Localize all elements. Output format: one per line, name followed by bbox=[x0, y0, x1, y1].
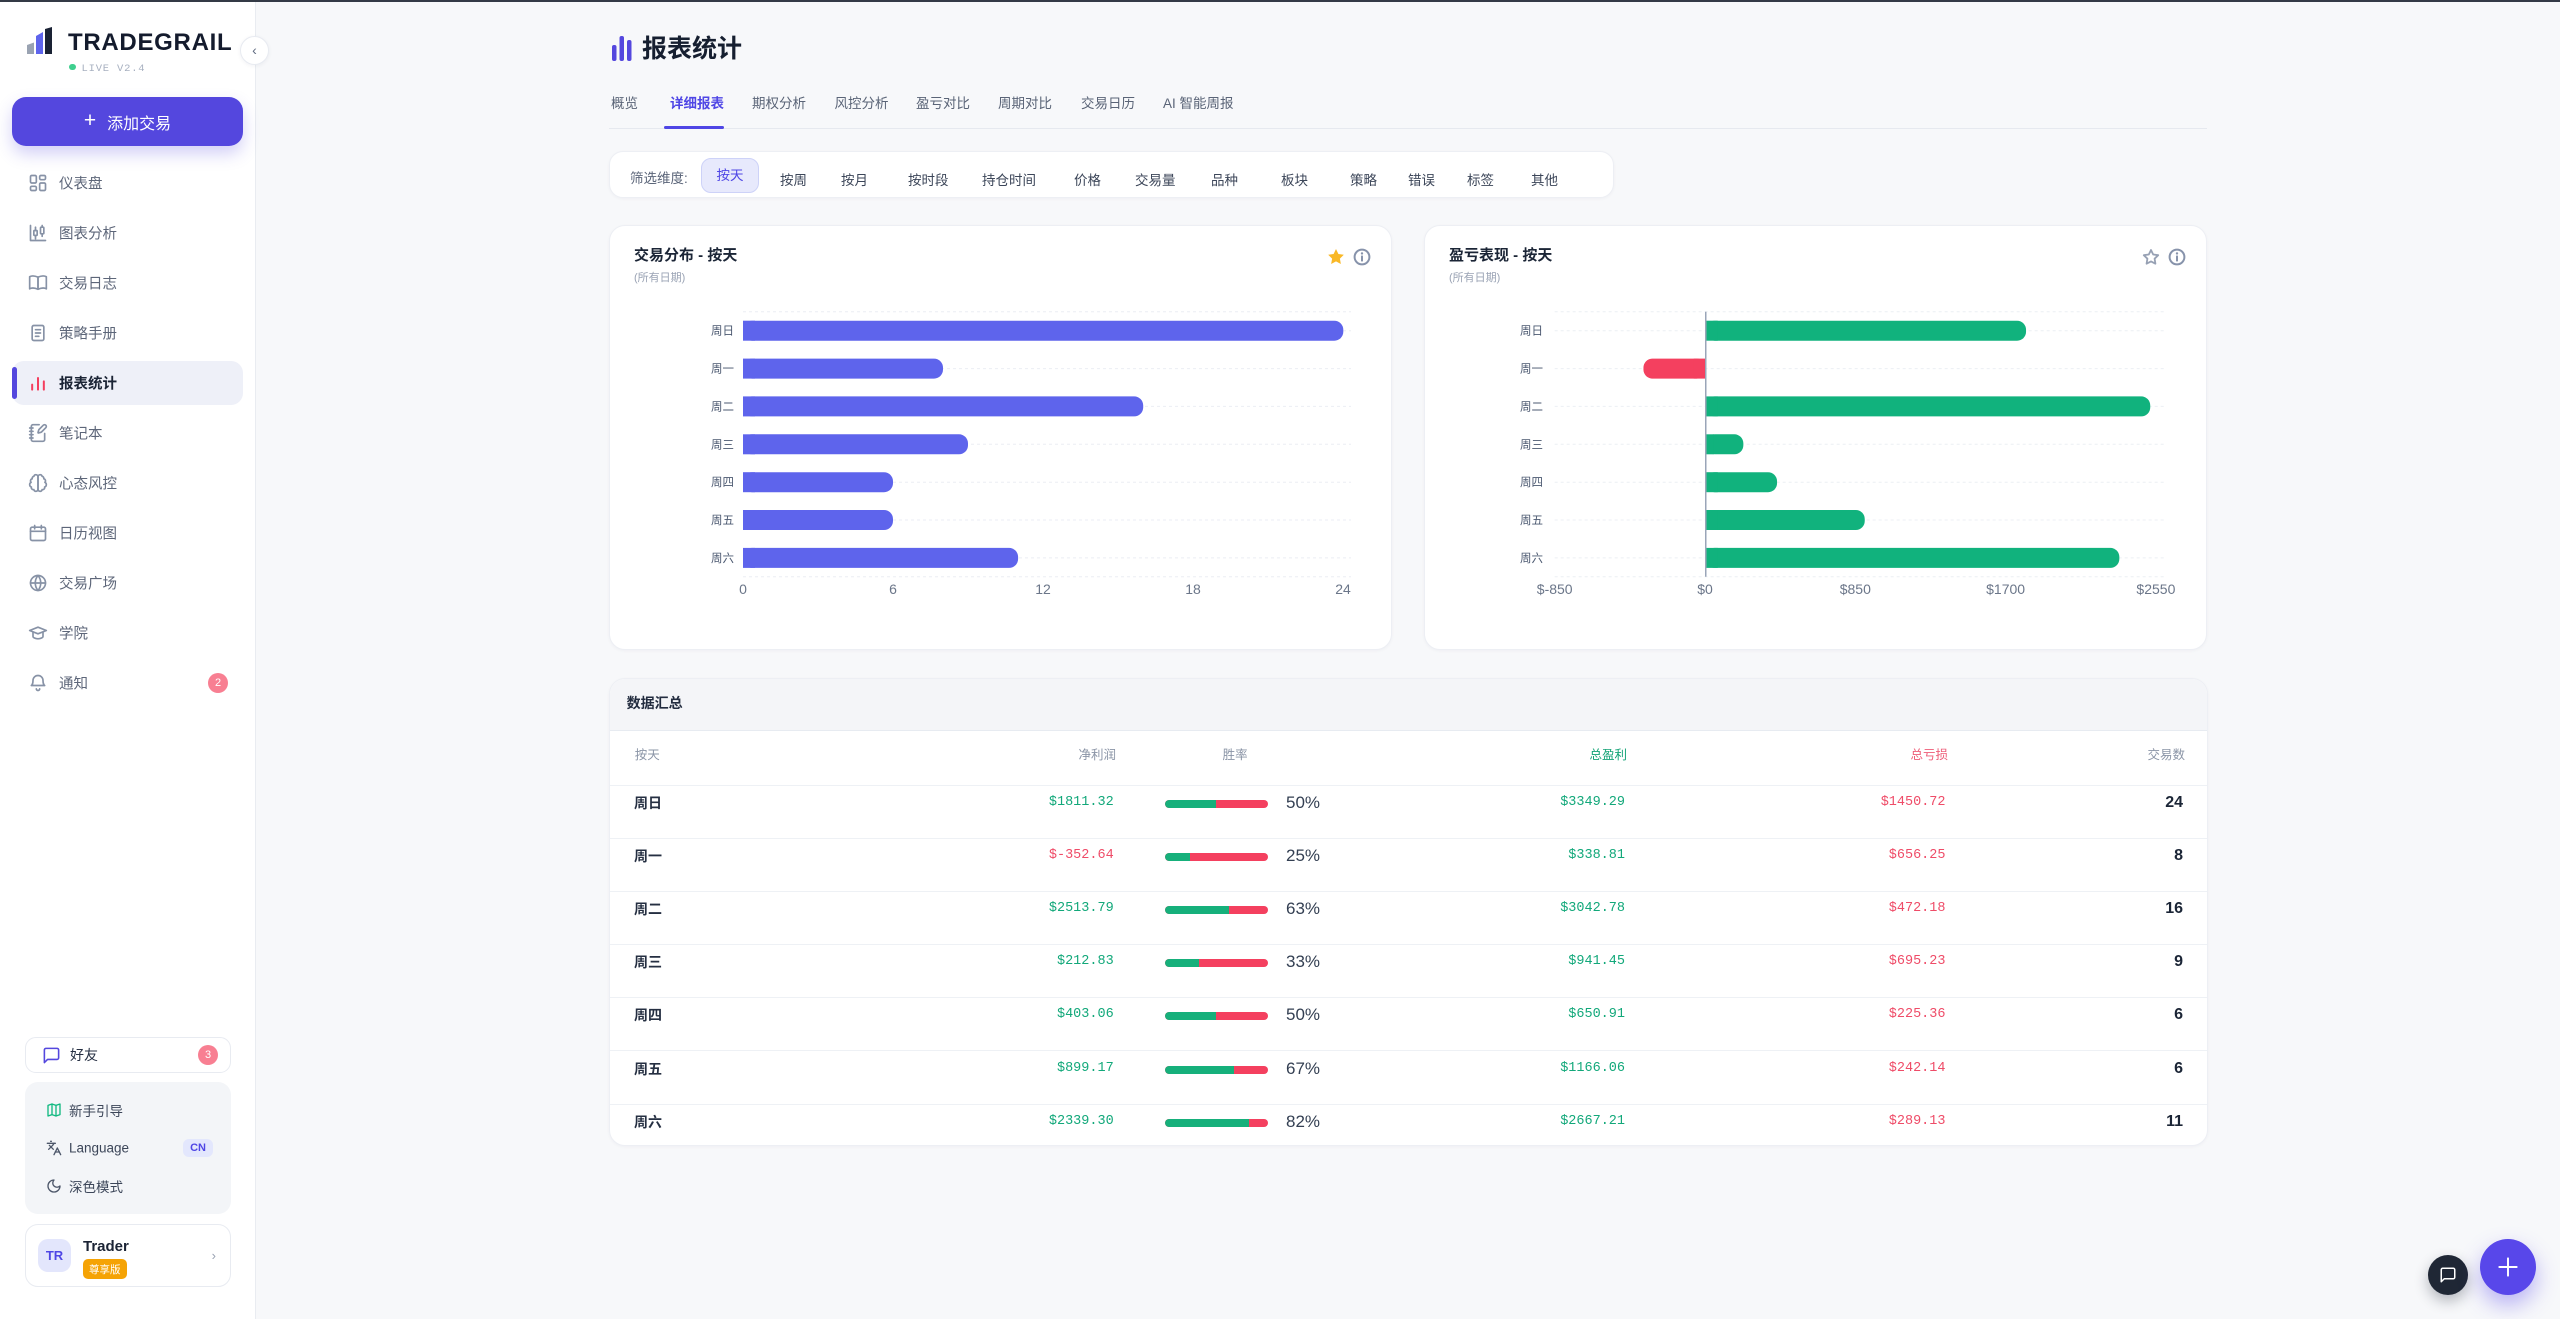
svg-text:周二: 周二 bbox=[1520, 400, 1543, 413]
svg-text:周日: 周日 bbox=[1520, 325, 1543, 338]
svg-text:0: 0 bbox=[739, 581, 747, 597]
svg-text:周三: 周三 bbox=[711, 438, 734, 451]
svg-text:周日: 周日 bbox=[711, 325, 734, 338]
svg-text:周二: 周二 bbox=[711, 400, 734, 413]
svg-text:24: 24 bbox=[1335, 581, 1351, 597]
svg-text:$2550: $2550 bbox=[2136, 581, 2175, 597]
svg-text:12: 12 bbox=[1035, 581, 1051, 597]
svg-text:周五: 周五 bbox=[711, 514, 734, 527]
svg-text:周六: 周六 bbox=[1520, 552, 1543, 565]
svg-text:$1700: $1700 bbox=[1986, 581, 2025, 597]
svg-text:周四: 周四 bbox=[1520, 476, 1543, 489]
svg-text:周三: 周三 bbox=[1520, 438, 1543, 451]
svg-text:6: 6 bbox=[889, 581, 897, 597]
svg-text:$850: $850 bbox=[1840, 581, 1871, 597]
svg-text:$0: $0 bbox=[1697, 581, 1713, 597]
svg-text:周六: 周六 bbox=[711, 552, 734, 565]
svg-text:周一: 周一 bbox=[711, 363, 734, 376]
svg-text:周四: 周四 bbox=[711, 476, 734, 489]
svg-text:18: 18 bbox=[1185, 581, 1201, 597]
svg-text:$-850: $-850 bbox=[1537, 581, 1573, 597]
svg-text:周一: 周一 bbox=[1520, 363, 1543, 376]
svg-text:周五: 周五 bbox=[1520, 514, 1543, 527]
